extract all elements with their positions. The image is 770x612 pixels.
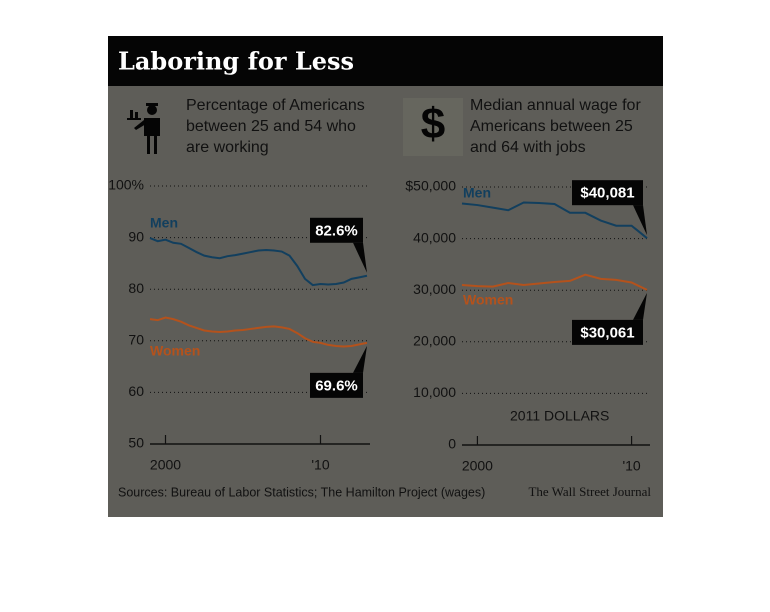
- annotation: 2011 DOLLARS: [510, 408, 609, 424]
- callout-pointer: [633, 205, 647, 236]
- subtitle: and 64 with jobs: [470, 139, 586, 156]
- x-tick-label: 2000: [150, 457, 181, 473]
- data-label: 82.6%: [315, 222, 358, 239]
- series-label: Women: [150, 343, 200, 359]
- callout-box: [572, 180, 643, 206]
- series-label: Men: [150, 215, 178, 231]
- y-tick-label: 20,000: [413, 333, 456, 349]
- subtitle: Percentage of Americans: [186, 97, 365, 114]
- chart-title: Laboring for Less: [118, 47, 354, 76]
- x-tick-label: 2000: [462, 458, 493, 474]
- data-label: $40,081: [580, 185, 634, 202]
- callout-pointer: [353, 242, 367, 273]
- subtitle: Americans between 25: [470, 118, 633, 135]
- subtitle: Median annual wage for: [470, 97, 641, 114]
- y-tick-label: 40,000: [413, 229, 456, 245]
- y-tick-label: 50: [128, 435, 144, 451]
- callout-box: [310, 372, 363, 398]
- series-line: [461, 201, 648, 239]
- x-tick-label: '10: [311, 457, 329, 473]
- y-tick-label: $50,000: [405, 178, 456, 194]
- credit: The Wall Street Journal: [528, 484, 651, 499]
- data-label: $30,061: [580, 324, 634, 341]
- series-line: [461, 273, 648, 291]
- callout-pointer: [353, 345, 367, 373]
- subtitle: are working: [186, 139, 269, 156]
- dollar-icon: $: [421, 100, 445, 149]
- x-tick-label: '10: [622, 458, 640, 474]
- y-tick-label: 80: [128, 280, 144, 296]
- waiter-icon: [127, 103, 160, 154]
- y-tick-label: 0: [448, 436, 456, 452]
- title-bar: [108, 36, 663, 86]
- callout-pointer: [633, 292, 647, 320]
- callout-box: [572, 319, 643, 345]
- y-tick-label: 10,000: [413, 384, 456, 400]
- subtitle: between 25 and 54 who: [186, 118, 356, 135]
- series-label: Women: [463, 292, 513, 308]
- background: [108, 36, 663, 517]
- y-tick-label: 60: [128, 383, 144, 399]
- data-label: 69.6%: [315, 377, 358, 394]
- series-label: Men: [463, 185, 491, 201]
- y-tick-label: 70: [128, 332, 144, 348]
- series-line: [149, 237, 368, 287]
- y-tick-label: 100%: [108, 177, 144, 193]
- source: Sources: Bureau of Labor Statistics; The…: [118, 485, 485, 499]
- y-tick-label: 90: [128, 228, 144, 244]
- dollar-icon-box: [403, 98, 463, 156]
- y-tick-label: 30,000: [413, 281, 456, 297]
- callout-box: [310, 217, 363, 243]
- series-line: [149, 316, 368, 348]
